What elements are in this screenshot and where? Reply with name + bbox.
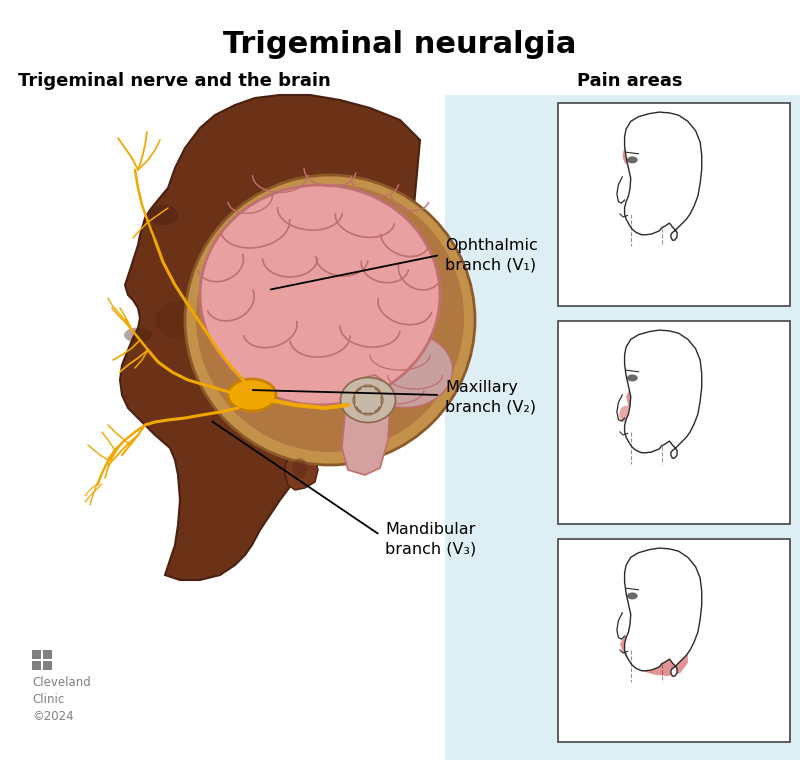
Ellipse shape	[627, 374, 638, 381]
Polygon shape	[342, 375, 390, 475]
Ellipse shape	[196, 184, 464, 452]
Ellipse shape	[124, 328, 152, 342]
Bar	[43, 650, 52, 659]
Ellipse shape	[155, 300, 215, 340]
Text: Trigeminal nerve and the brain: Trigeminal nerve and the brain	[18, 72, 330, 90]
Ellipse shape	[228, 379, 276, 411]
Text: Pain areas: Pain areas	[578, 72, 682, 90]
Ellipse shape	[200, 185, 440, 405]
Polygon shape	[625, 548, 702, 676]
Polygon shape	[120, 95, 420, 580]
Text: Mandibular
branch (V₃): Mandibular branch (V₃)	[385, 522, 476, 557]
Polygon shape	[285, 445, 318, 490]
Ellipse shape	[671, 601, 694, 632]
Bar	[558, 321, 790, 524]
Ellipse shape	[358, 332, 453, 407]
Polygon shape	[625, 112, 702, 240]
Bar	[445, 95, 800, 760]
Polygon shape	[626, 119, 694, 165]
Text: Ophthalmic
branch (V₁): Ophthalmic branch (V₁)	[445, 238, 538, 273]
Ellipse shape	[293, 458, 307, 478]
Ellipse shape	[622, 144, 642, 167]
Polygon shape	[620, 630, 688, 676]
Text: Trigeminal neuralgia: Trigeminal neuralgia	[223, 30, 577, 59]
Bar	[32, 650, 41, 659]
Ellipse shape	[185, 175, 475, 465]
Ellipse shape	[148, 205, 178, 225]
Ellipse shape	[627, 593, 638, 599]
Ellipse shape	[619, 406, 633, 423]
Polygon shape	[625, 330, 702, 458]
Ellipse shape	[341, 378, 395, 423]
Bar	[32, 661, 41, 670]
Ellipse shape	[627, 157, 638, 163]
Polygon shape	[626, 370, 688, 427]
Text: Maxillary
branch (V₂): Maxillary branch (V₂)	[445, 380, 536, 415]
Bar	[43, 661, 52, 670]
Text: Cleveland
Clinic
©2024: Cleveland Clinic ©2024	[32, 676, 90, 723]
Bar	[558, 103, 790, 306]
Bar	[558, 539, 790, 742]
